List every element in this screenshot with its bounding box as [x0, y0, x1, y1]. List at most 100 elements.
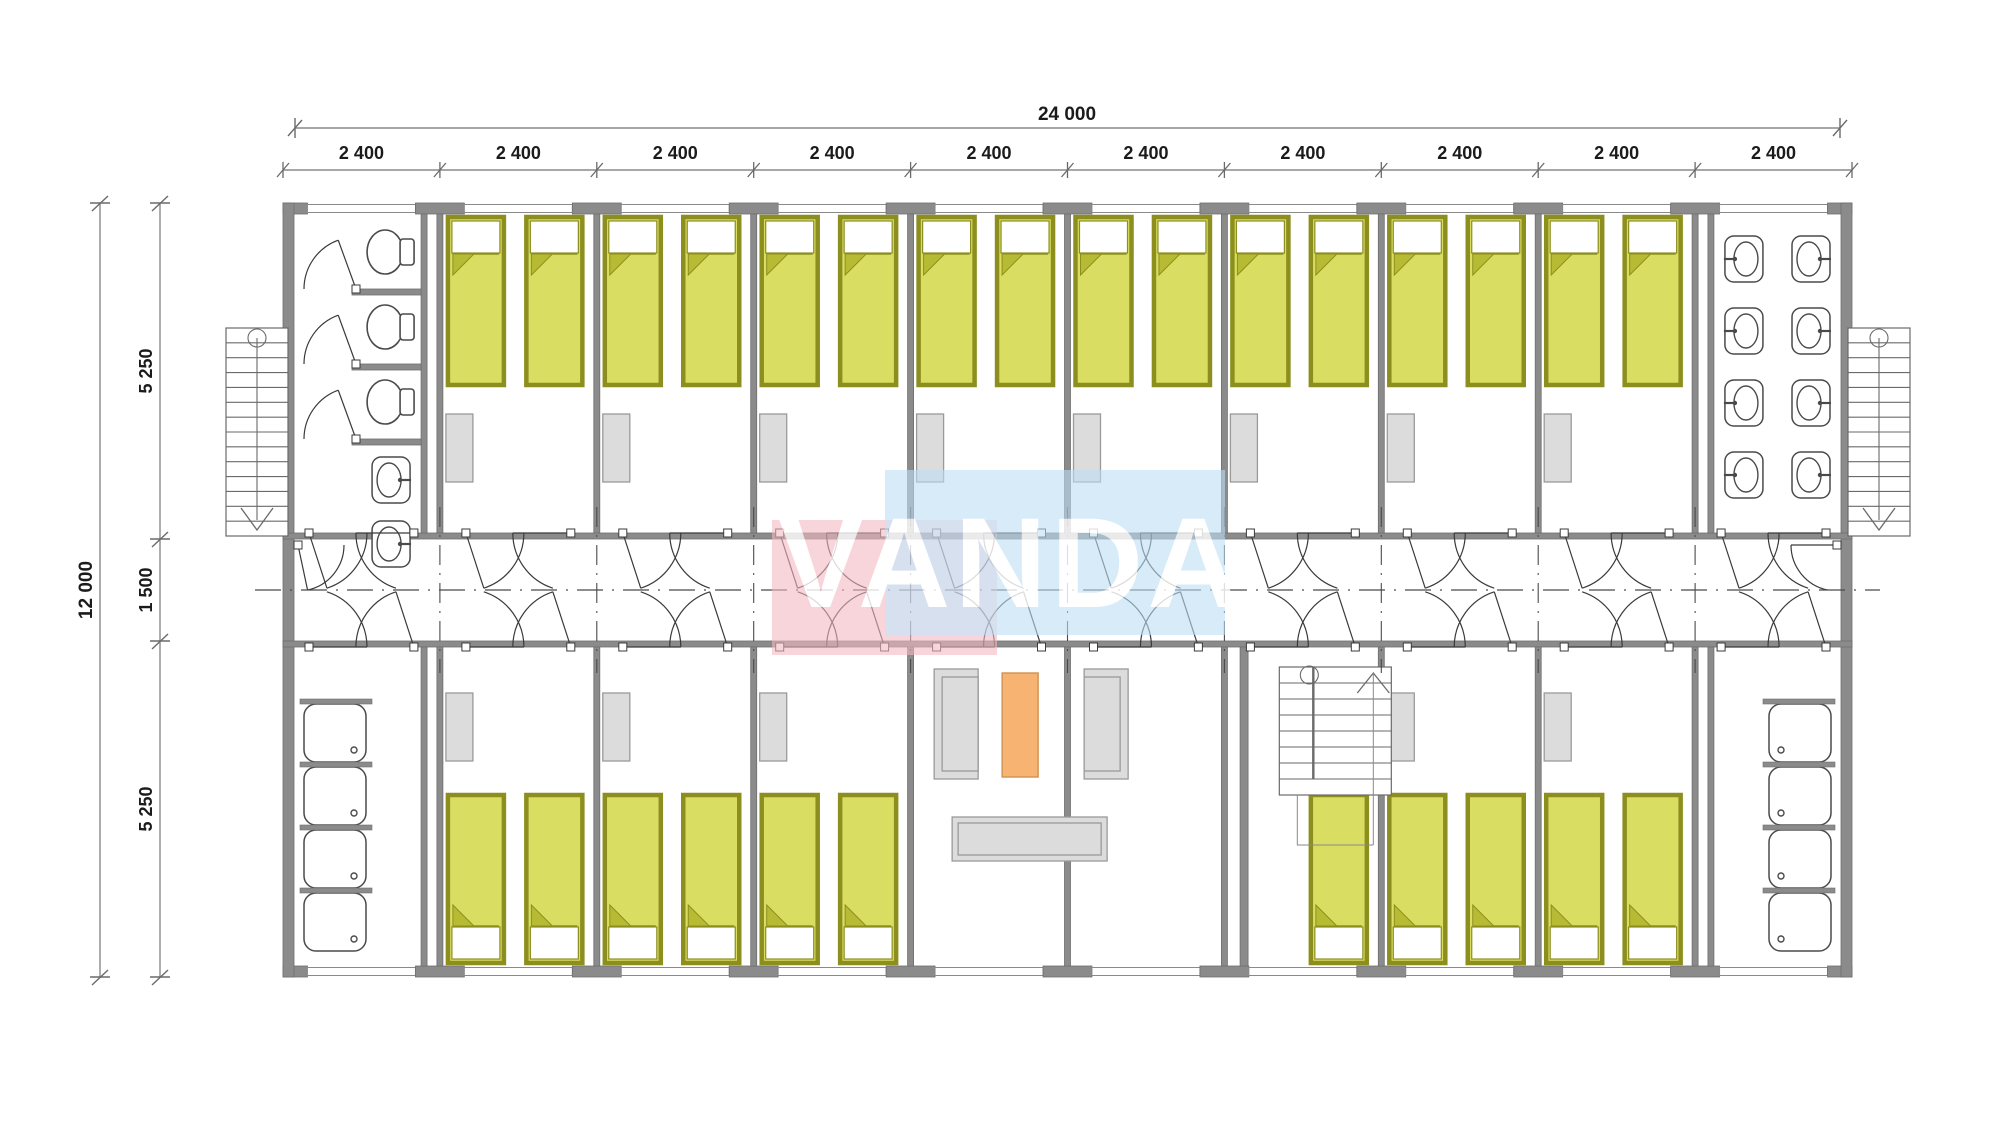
wardrobe-top-1 — [445, 413, 474, 483]
shower-right-4 — [1768, 892, 1832, 952]
bed-top-15 — [1543, 214, 1605, 388]
top-partition-3 — [750, 213, 758, 534]
fixtures-layer — [225, 214, 1911, 966]
door-bottom-room-2b — [512, 591, 576, 652]
bed-top-7 — [916, 214, 977, 388]
wc-stall-divider-3 — [351, 438, 422, 446]
bed-top-12 — [1308, 214, 1370, 388]
bay-dim-7: 2 400 — [1280, 143, 1325, 163]
overall-width-dim: 24 000 — [1038, 104, 1096, 125]
bed-top-11 — [1230, 214, 1291, 388]
wardrobe-top-3 — [759, 413, 788, 483]
top-exterior-window-2 — [620, 204, 730, 213]
top-exterior-wall-2 — [571, 202, 622, 215]
door-bottom-room-3a — [618, 591, 682, 652]
top-exterior-wall-7 — [1356, 202, 1407, 215]
vert-dim-mid: 1 500 — [136, 567, 156, 612]
bottom-exterior-window-4 — [934, 967, 1044, 976]
bay-dim-9: 2 400 — [1594, 143, 1639, 163]
door-bottom-room-8b — [1453, 591, 1517, 652]
door-top-room-1b — [355, 528, 419, 589]
door-bottom-room-1b — [355, 591, 419, 652]
door-bottom-room-7b — [1296, 591, 1360, 652]
door-bottom-room-3b — [669, 591, 733, 652]
top-exterior-window-7 — [1405, 204, 1515, 213]
bottom-exterior-window-2 — [620, 967, 730, 976]
bay-dim-1: 2 400 — [339, 143, 384, 163]
door-top-room-9a — [1559, 528, 1623, 589]
bed-top-10 — [1151, 214, 1213, 388]
bottom-partition-9 — [1691, 646, 1699, 967]
door-bottom-room-9b — [1610, 591, 1674, 652]
shower-right-divider-3 — [1762, 824, 1836, 831]
bay-dim-6: 2 400 — [1123, 143, 1168, 163]
door-bottom-room-10b — [1767, 591, 1831, 652]
top-exterior-window-1 — [463, 204, 573, 213]
top-partition-2 — [593, 213, 601, 534]
bed-top-4 — [681, 214, 742, 388]
sink-washroom-right-4 — [1791, 451, 1831, 499]
left-exterior-wall — [282, 202, 295, 978]
bed-top-2 — [524, 214, 585, 388]
bay-dim-8: 2 400 — [1437, 143, 1482, 163]
wc-stall-divider-1 — [351, 288, 422, 296]
bed-top-16 — [1622, 214, 1683, 388]
bottom-partition-4 — [907, 646, 914, 967]
bottom-exterior-wall-1 — [415, 965, 465, 978]
door-top-room-3b — [669, 528, 733, 589]
bottom-exterior-window-1 — [463, 967, 573, 976]
lounge-sofa-left-cushion — [941, 676, 979, 772]
sink-washroom-left-2 — [1723, 307, 1764, 355]
watermark-blue-square — [885, 470, 1225, 635]
bottom-exterior-window-6 — [1248, 967, 1358, 976]
top-exterior-wall-9 — [1670, 202, 1720, 215]
bed-bottom-11 — [1622, 792, 1683, 966]
top-exterior-window-3 — [777, 204, 887, 213]
door-top-room-2a — [461, 528, 525, 589]
bottom-partition-2 — [593, 646, 601, 967]
vert-dim-top: 5 250 — [136, 348, 156, 393]
top-dimension-chain: 24 000 2 400 2 400 2 400 2 400 2 400 2 400 2 4… — [276, 104, 1859, 178]
shower-block-west-wall — [1707, 646, 1715, 967]
bottom-exterior-wall-3 — [728, 965, 779, 978]
bed-bottom-8 — [1387, 792, 1448, 966]
top-exterior-wall-6 — [1199, 202, 1250, 215]
bottom-partition-8 — [1534, 646, 1542, 967]
shower-right-divider-4 — [1762, 887, 1836, 894]
wardrobe-top-6 — [1229, 413, 1259, 483]
shower-right-divider-1 — [1762, 698, 1836, 705]
wardrobe-bottom-8 — [1543, 692, 1572, 762]
bottom-exterior-wall-5 — [1042, 965, 1093, 978]
bay-dim-3: 2 400 — [653, 143, 698, 163]
shower-left-3 — [303, 829, 367, 889]
door-wc-stall-1 — [303, 239, 361, 294]
door-wc-stall-2 — [303, 314, 361, 369]
sink-washroom-left-1 — [1723, 235, 1764, 283]
exterior-stair-left — [225, 327, 289, 537]
top-exterior-window-9 — [1719, 204, 1829, 213]
bed-top-5 — [759, 214, 820, 388]
bed-bottom-6 — [837, 792, 899, 966]
left-dimension-chain: 12 000 5 250 1 500 5 250 — [76, 195, 170, 986]
top-exterior-wall-1 — [415, 202, 465, 215]
wardrobe-bottom-2 — [602, 692, 631, 762]
lounge-sofa-right-cushion — [1083, 676, 1121, 772]
lounge-table — [1001, 672, 1039, 778]
bed-bottom-4 — [681, 792, 742, 966]
door-top-room-1a — [304, 528, 368, 589]
bottom-partition-3 — [750, 646, 758, 967]
vert-dim-bottom: 5 250 — [136, 786, 156, 831]
door-corridor-west — [293, 540, 345, 591]
bottom-exterior-wall-9 — [1670, 965, 1720, 978]
bottom-exterior-window-0 — [306, 967, 416, 976]
top-exterior-window-4 — [934, 204, 1044, 213]
shower-left-divider-4 — [299, 887, 373, 894]
shower-left-divider-3 — [299, 824, 373, 831]
stair-core-west-wall — [1239, 646, 1249, 967]
lounge-sofa-bottom-cushion — [957, 822, 1102, 856]
bottom-partition-6 — [1221, 646, 1228, 967]
door-top-room-8b — [1453, 528, 1517, 589]
bed-bottom-5 — [759, 792, 820, 966]
bay-dim-4: 2 400 — [810, 143, 855, 163]
